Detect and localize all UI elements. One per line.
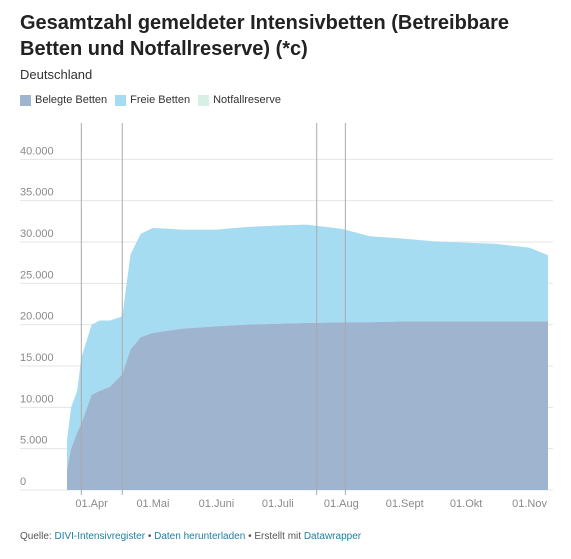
footer: Quelle: DIVI-Intensivregister • Daten he… bbox=[20, 531, 361, 542]
y-tick-label: 0 bbox=[20, 476, 26, 488]
x-tick-label: 01.Aug bbox=[324, 498, 359, 510]
footer-sep-1: • bbox=[145, 531, 155, 542]
legend-swatch-reserve bbox=[198, 94, 210, 106]
x-tick-label: 01.Juli bbox=[262, 498, 294, 510]
footer-prefix: Quelle: bbox=[20, 531, 52, 542]
y-tick-label: 20.000 bbox=[20, 311, 54, 323]
area-freie-betten bbox=[67, 224, 548, 470]
datawrapper-link[interactable]: Datawrapper bbox=[303, 531, 362, 542]
footer-sep-2: • Erstellt mit bbox=[245, 531, 304, 542]
legend-item-belegt: Belegte Betten bbox=[20, 94, 107, 106]
x-tick-label: 01.Apr bbox=[75, 498, 108, 510]
legend-label-reserve: Notfallreserve bbox=[213, 94, 281, 106]
x-tick-label: 01.Nov bbox=[512, 498, 547, 510]
legend-label-belegt: Belegte Betten bbox=[35, 94, 108, 106]
x-tick-label: 01.Okt bbox=[450, 498, 482, 510]
y-tick-label: 5.000 bbox=[20, 435, 48, 447]
download-link[interactable]: Daten herunterladen bbox=[154, 531, 246, 542]
legend-item-reserve: Notfallreserve bbox=[198, 94, 281, 106]
x-tick-label: 01.Sept bbox=[386, 498, 424, 510]
chart-subtitle: Deutschland bbox=[20, 67, 93, 82]
x-tick-label: 01.Juni bbox=[199, 498, 234, 510]
y-tick-label: 30.000 bbox=[20, 228, 54, 240]
legend-label-frei: Freie Betten bbox=[130, 94, 191, 106]
chart-title: Gesamtzahl gemeldeter Intensivbetten (Be… bbox=[20, 12, 510, 60]
x-tick-label: 01.Mai bbox=[136, 498, 169, 510]
legend-swatch-belegt bbox=[20, 94, 31, 106]
y-tick-label: 25.000 bbox=[20, 269, 54, 281]
y-tick-label: 15.000 bbox=[20, 352, 54, 364]
legend-item-frei: Freie Betten bbox=[115, 94, 190, 106]
source-link[interactable]: DIVI-Intensivregister bbox=[54, 531, 146, 542]
legend-swatch-frei bbox=[115, 94, 127, 106]
y-tick-label: 10.000 bbox=[20, 393, 54, 405]
y-tick-label: 40.000 bbox=[20, 145, 54, 157]
y-tick-label: 35.000 bbox=[20, 187, 54, 199]
area-belegte-betten bbox=[67, 321, 548, 490]
legend: Belegte Betten Freie Betten Notfallreser… bbox=[20, 94, 281, 106]
